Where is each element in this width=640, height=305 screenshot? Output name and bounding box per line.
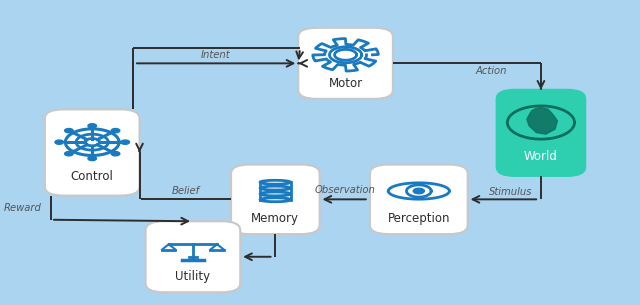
FancyBboxPatch shape	[497, 90, 585, 176]
Text: World: World	[524, 150, 558, 163]
Polygon shape	[527, 108, 557, 134]
Circle shape	[121, 140, 129, 144]
Text: Motor: Motor	[328, 77, 363, 90]
FancyBboxPatch shape	[231, 165, 319, 234]
Circle shape	[65, 128, 73, 133]
Text: Reward: Reward	[4, 203, 42, 213]
Circle shape	[65, 152, 73, 156]
Circle shape	[111, 128, 120, 133]
Text: Perception: Perception	[388, 212, 450, 225]
FancyBboxPatch shape	[146, 221, 240, 292]
FancyBboxPatch shape	[45, 109, 140, 196]
FancyBboxPatch shape	[370, 165, 468, 234]
Text: Control: Control	[71, 170, 114, 183]
Text: Utility: Utility	[175, 270, 211, 283]
Circle shape	[413, 188, 424, 194]
Text: Observation: Observation	[314, 185, 375, 195]
Circle shape	[111, 152, 120, 156]
Text: Intent: Intent	[201, 50, 230, 60]
Text: Memory: Memory	[252, 212, 300, 225]
Circle shape	[55, 140, 63, 144]
Circle shape	[88, 156, 97, 161]
FancyBboxPatch shape	[298, 28, 393, 99]
Text: Belief: Belief	[172, 186, 200, 196]
Text: Action: Action	[476, 66, 508, 76]
Text: Stimulus: Stimulus	[489, 187, 532, 197]
Circle shape	[88, 124, 97, 128]
